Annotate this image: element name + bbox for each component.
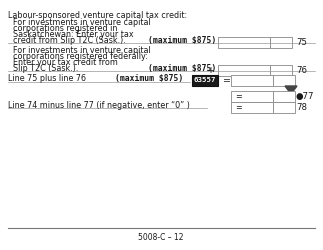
- Text: (maximum $875): (maximum $875): [115, 74, 183, 83]
- Text: 63557: 63557: [194, 78, 216, 84]
- Bar: [192, 75, 218, 86]
- Bar: [270, 37, 292, 48]
- Polygon shape: [285, 86, 297, 94]
- Bar: [218, 65, 270, 76]
- Text: Line 75 plus line 76: Line 75 plus line 76: [8, 74, 86, 83]
- Text: For investments in venture capital: For investments in venture capital: [8, 18, 151, 27]
- Bar: [231, 91, 273, 102]
- Text: (maximum $875): (maximum $875): [148, 36, 216, 45]
- Text: Saskatchewan: Enter your tax: Saskatchewan: Enter your tax: [8, 30, 134, 39]
- Bar: [273, 91, 295, 102]
- Text: Enter your tax credit from: Enter your tax credit from: [8, 58, 118, 67]
- Text: Labour-sponsored venture capital tax credit:: Labour-sponsored venture capital tax cre…: [8, 11, 187, 20]
- Text: 75: 75: [296, 38, 307, 47]
- Text: 5008-C – 12: 5008-C – 12: [138, 232, 184, 241]
- Text: =: =: [235, 92, 242, 101]
- Text: +: +: [207, 66, 215, 75]
- Bar: [270, 65, 292, 76]
- Bar: [218, 37, 270, 48]
- Bar: [231, 102, 273, 113]
- Text: =: =: [235, 103, 242, 112]
- Bar: [231, 75, 273, 86]
- Text: Slip T2C (Sask.).: Slip T2C (Sask.).: [8, 64, 78, 73]
- Text: For investments in venture capital: For investments in venture capital: [8, 46, 151, 55]
- Text: credit from Slip T2C (Sask.).: credit from Slip T2C (Sask.).: [8, 36, 126, 45]
- Text: ●77: ●77: [296, 92, 315, 101]
- Text: corporations registered federally:: corporations registered federally:: [8, 52, 148, 61]
- Text: corporations registered in: corporations registered in: [8, 24, 117, 33]
- Text: Line 74 minus line 77 (if negative, enter “0” ): Line 74 minus line 77 (if negative, ente…: [8, 101, 190, 110]
- Text: 76: 76: [296, 66, 307, 75]
- Text: (maximum $875): (maximum $875): [148, 64, 216, 73]
- Bar: [273, 75, 295, 86]
- Bar: [273, 102, 295, 113]
- Text: 78: 78: [296, 103, 307, 112]
- Text: =: =: [223, 76, 231, 85]
